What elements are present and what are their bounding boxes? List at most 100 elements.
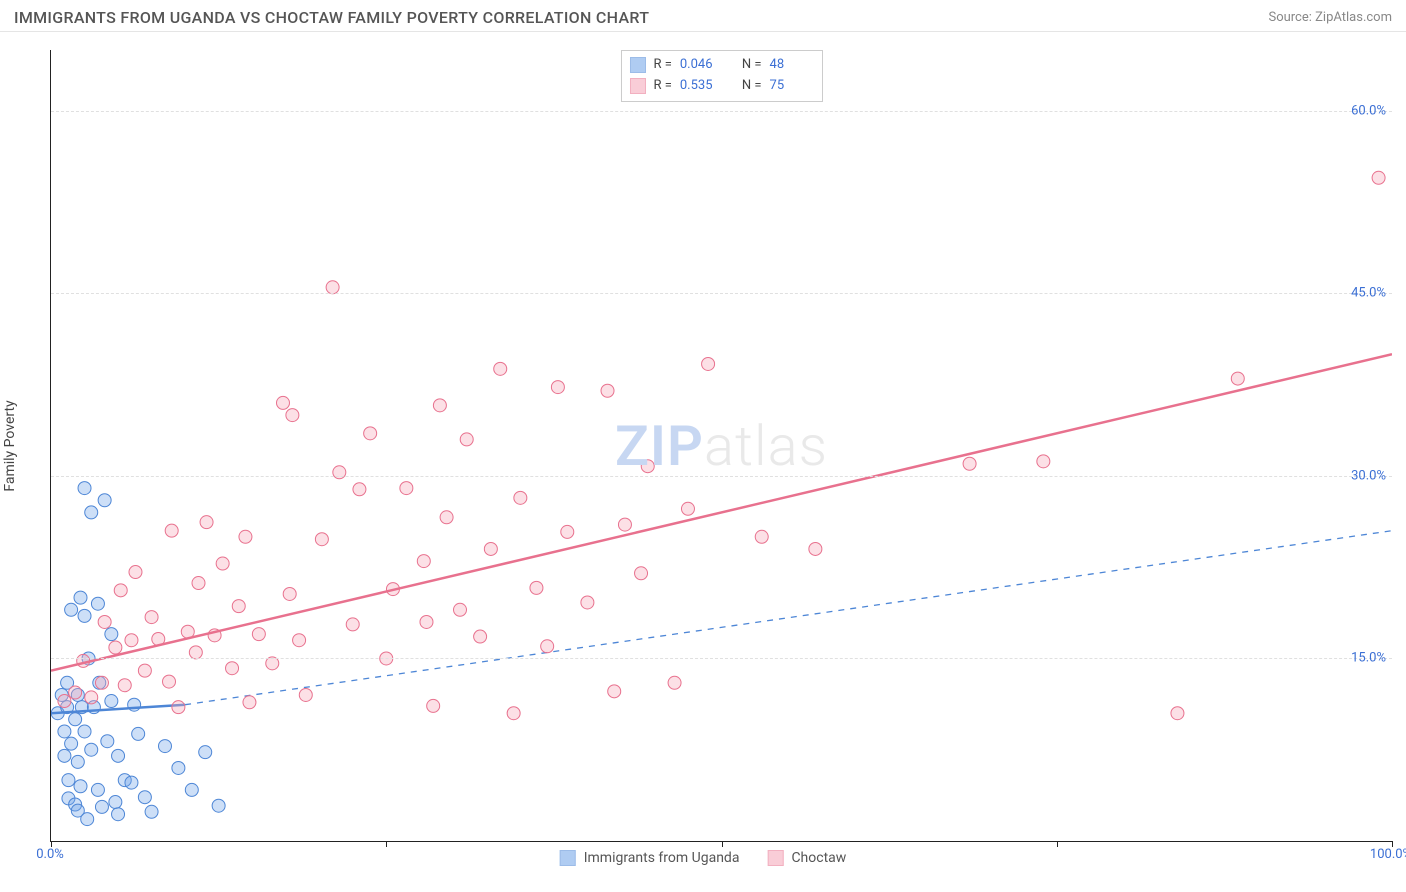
data-point: [62, 774, 75, 787]
data-point: [58, 749, 71, 762]
data-point: [158, 740, 171, 753]
trend-line: [51, 354, 1392, 670]
data-point: [125, 776, 138, 789]
data-point: [101, 735, 114, 748]
data-point: [1037, 455, 1050, 468]
y-tick-label: 30.0%: [1351, 468, 1386, 483]
x-tick-mark: [386, 841, 387, 847]
data-point: [420, 615, 433, 628]
data-point: [507, 707, 520, 720]
data-point: [172, 701, 185, 714]
legend-swatch: [629, 57, 645, 73]
y-tick-label: 45.0%: [1351, 286, 1386, 301]
data-point: [105, 695, 118, 708]
legend-n-label: N =: [742, 76, 762, 97]
legend-r-value: 0.535: [680, 76, 724, 97]
legend-swatch: [767, 850, 783, 866]
data-point: [417, 555, 430, 568]
data-point: [681, 502, 694, 515]
data-point: [530, 581, 543, 594]
data-point: [85, 743, 98, 756]
data-point: [440, 511, 453, 524]
legend-item: Immigrants from Uganda: [560, 850, 740, 866]
data-point: [65, 603, 78, 616]
data-point: [216, 557, 229, 570]
data-point: [138, 791, 151, 804]
data-point: [125, 634, 138, 647]
legend-label: Immigrants from Uganda: [584, 850, 740, 866]
data-point: [293, 634, 306, 647]
data-point: [484, 542, 497, 555]
data-point: [668, 676, 681, 689]
data-point: [74, 591, 87, 604]
data-point: [1171, 707, 1184, 720]
legend-label: Choctaw: [791, 850, 846, 866]
data-point: [200, 516, 213, 529]
data-point: [299, 688, 312, 701]
data-point: [364, 427, 377, 440]
data-point: [326, 281, 339, 294]
chart-plot-area: ZIPatlas R = 0.046N = 48R = 0.535N = 75 …: [50, 50, 1392, 842]
data-point: [226, 662, 239, 675]
data-point: [243, 696, 256, 709]
data-point: [172, 761, 185, 774]
data-point: [1372, 171, 1385, 184]
x-tick-mark: [722, 841, 723, 847]
data-point: [1231, 372, 1244, 385]
data-point: [239, 530, 252, 543]
data-point: [315, 533, 328, 546]
correlation-legend: R = 0.046N = 48R = 0.535N = 75: [620, 50, 822, 102]
data-point: [541, 640, 554, 653]
data-point: [78, 725, 91, 738]
data-point: [71, 755, 84, 768]
data-point: [74, 780, 87, 793]
data-point: [474, 630, 487, 643]
data-point: [494, 362, 507, 375]
x-tick-label: 0.0%: [36, 847, 64, 862]
legend-row: R = 0.535N = 75: [629, 76, 813, 97]
chart-header: IMMIGRANTS FROM UGANDA VS CHOCTAW FAMILY…: [0, 0, 1406, 32]
legend-n-value: 48: [770, 55, 814, 76]
data-point: [78, 482, 91, 495]
gridline: [51, 658, 1392, 659]
data-point: [551, 381, 564, 394]
data-point: [702, 357, 715, 370]
data-point: [353, 483, 366, 496]
data-point: [129, 566, 142, 579]
data-point: [165, 524, 178, 537]
x-tick-mark: [1057, 841, 1058, 847]
data-point: [608, 685, 621, 698]
series-legend: Immigrants from Uganda Choctaw: [560, 850, 847, 866]
legend-item: Choctaw: [767, 850, 846, 866]
data-point: [105, 628, 118, 641]
data-point: [85, 506, 98, 519]
data-point: [514, 491, 527, 504]
data-point: [199, 746, 212, 759]
x-tick-label: 100.0%: [1370, 847, 1406, 862]
data-point: [755, 530, 768, 543]
legend-n-label: N =: [742, 55, 762, 76]
data-point: [145, 805, 158, 818]
data-point: [346, 618, 359, 631]
data-point: [601, 384, 614, 397]
data-point: [58, 725, 71, 738]
data-point: [189, 646, 202, 659]
plot-frame: ZIPatlas R = 0.046N = 48R = 0.535N = 75 …: [50, 50, 1392, 842]
data-point: [95, 800, 108, 813]
legend-r-label: R =: [653, 55, 671, 76]
data-point: [163, 675, 176, 688]
data-point: [109, 641, 122, 654]
data-point: [58, 695, 71, 708]
data-point: [81, 813, 94, 826]
data-point: [283, 587, 296, 600]
scatter-svg: [51, 50, 1392, 841]
data-point: [581, 596, 594, 609]
data-point: [85, 691, 98, 704]
data-point: [95, 676, 108, 689]
data-point: [635, 567, 648, 580]
data-point: [145, 611, 158, 624]
data-point: [91, 783, 104, 796]
data-point: [427, 699, 440, 712]
data-point: [132, 727, 145, 740]
data-point: [460, 433, 473, 446]
